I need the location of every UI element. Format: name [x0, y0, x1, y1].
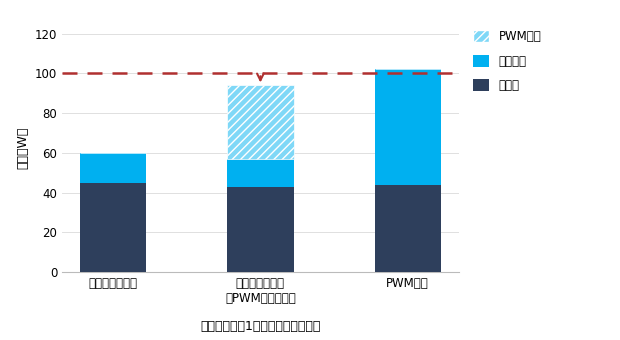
Bar [80, 183, 146, 272]
Bar [228, 187, 293, 272]
Bar [374, 69, 441, 185]
Bar [228, 159, 293, 187]
Bar [374, 185, 441, 272]
Bar [228, 85, 293, 159]
Text: 駆動範囲内の1動作点での損失比較: 駆動範囲内の1動作点での損失比較 [200, 320, 321, 333]
Legend: PWM鉄損, 渦電流損, ヒス損: PWM鉄損, 渦電流損, ヒス損 [472, 30, 541, 92]
Bar [80, 153, 146, 183]
Y-axis label: 損失（W）: 損失（W） [16, 127, 29, 169]
